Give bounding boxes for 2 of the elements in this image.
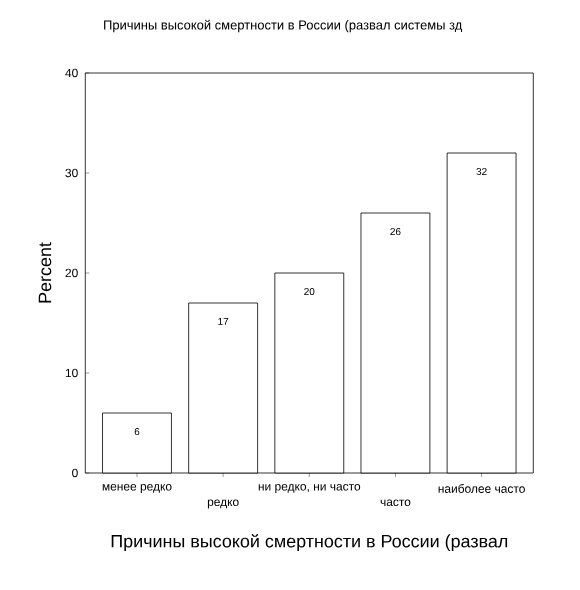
x-axis-title: Причины высокой смертности в России (развал [111, 534, 508, 552]
y-axis-title: Percent [38, 242, 52, 303]
